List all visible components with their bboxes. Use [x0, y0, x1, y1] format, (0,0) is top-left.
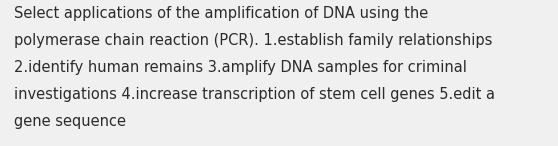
Text: Select applications of the amplification of DNA using the: Select applications of the amplification… [14, 6, 428, 21]
Text: polymerase chain reaction (PCR). 1.establish family relationships: polymerase chain reaction (PCR). 1.estab… [14, 33, 492, 48]
Text: gene sequence: gene sequence [14, 114, 126, 129]
Text: 2.identify human remains 3.amplify DNA samples for criminal: 2.identify human remains 3.amplify DNA s… [14, 60, 467, 75]
Text: investigations 4.increase transcription of stem cell genes 5.edit a: investigations 4.increase transcription … [14, 87, 495, 102]
